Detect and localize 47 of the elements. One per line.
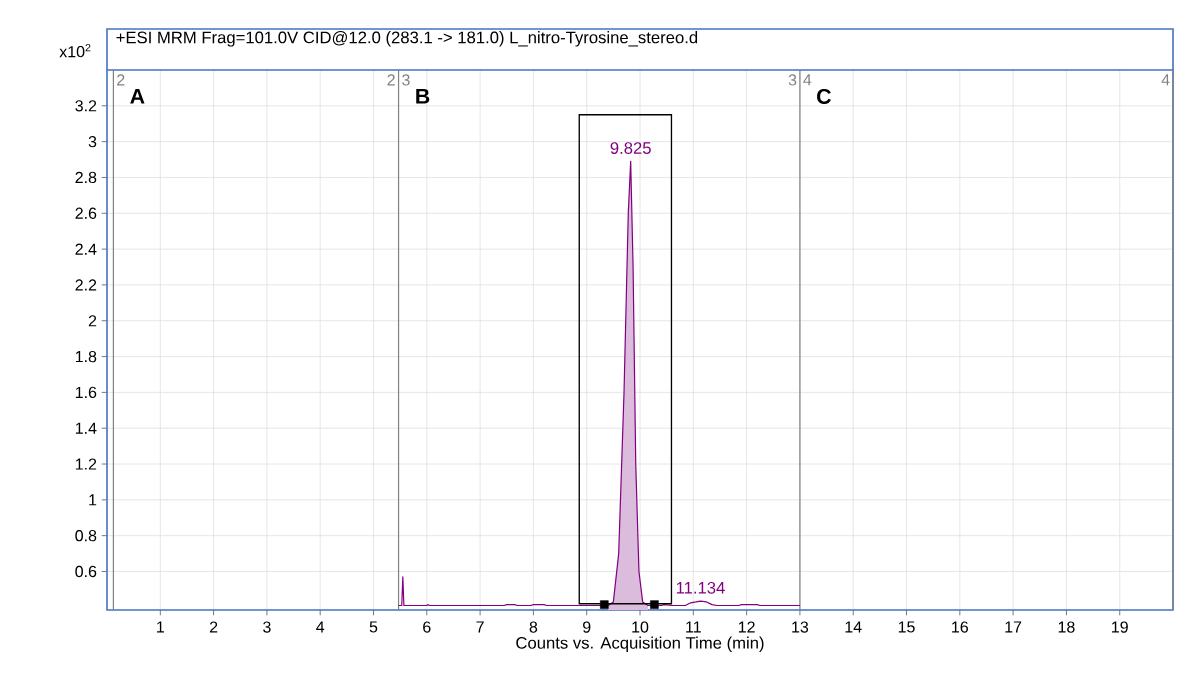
annotation: C — [817, 88, 832, 105]
x-tick-label: 19 — [1112, 621, 1128, 633]
y-tick-label: 0.6 — [75, 565, 97, 578]
annotation: 2 — [117, 74, 125, 86]
y-tick-label: 1.8 — [75, 350, 97, 363]
x-tick-label: 10 — [632, 621, 649, 633]
x-tick-label: 6 — [423, 621, 431, 633]
chart-title: +ESI MRM Frag=101.0V CID@12.0 (283.1 -> 181.0) L_nitro-Tyrosine_stereo.d — [116, 31, 698, 47]
x-tick-label: 18 — [1058, 621, 1075, 633]
y-tick-label: 1.4 — [75, 422, 97, 434]
y-tick-label: 1.2 — [75, 458, 97, 470]
annotation: 2 — [387, 74, 395, 86]
annotation: 4 — [803, 74, 812, 86]
x-tick-label: 12 — [738, 621, 755, 633]
annotation: 3 — [402, 74, 410, 86]
annotation: 11.134 — [676, 581, 725, 594]
y-tick-label: 3.2 — [75, 100, 97, 112]
y-tick-label: 2.6 — [75, 207, 97, 219]
x-tick-label: 1 — [157, 621, 164, 633]
annotation: 3 — [788, 74, 797, 86]
y-tick-label: 1 — [89, 494, 97, 506]
x-tick-label: 17 — [1005, 621, 1022, 633]
y-tick-label: 2.8 — [75, 171, 97, 184]
y-tick-label: 0.8 — [75, 530, 97, 542]
y-tick-label: 1.6 — [75, 386, 97, 399]
annotation: 4 — [1161, 74, 1170, 86]
y-axis-title: x10$^{2}$ — [59, 43, 91, 58]
x-tick-label: 15 — [898, 621, 915, 633]
annotation: A — [130, 88, 145, 104]
x-axis-title: Counts vs. Acquisition Time (min) — [516, 636, 764, 653]
x-tick-label: 9 — [583, 621, 591, 633]
x-tick-label: 7 — [476, 621, 484, 633]
x-tick-label: 5 — [369, 621, 378, 633]
y-tick-label: 2 — [88, 315, 97, 327]
x-tick-label: 3 — [263, 621, 271, 633]
y-tick-label: 3 — [88, 135, 97, 148]
annotation: 9.825 — [610, 142, 651, 154]
y-tick-label: 2.4 — [75, 243, 97, 255]
x-tick-label: 11 — [686, 621, 701, 633]
x-tick-label: 13 — [792, 621, 809, 633]
annotation: B — [416, 88, 430, 104]
x-tick-label: 8 — [529, 621, 538, 633]
x-tick-label: 16 — [952, 621, 969, 633]
x-tick-label: 2 — [209, 621, 218, 633]
x-tick-label: 4 — [316, 621, 325, 633]
x-tick-label: 14 — [845, 621, 862, 633]
y-tick-label: 2.2 — [75, 279, 97, 291]
